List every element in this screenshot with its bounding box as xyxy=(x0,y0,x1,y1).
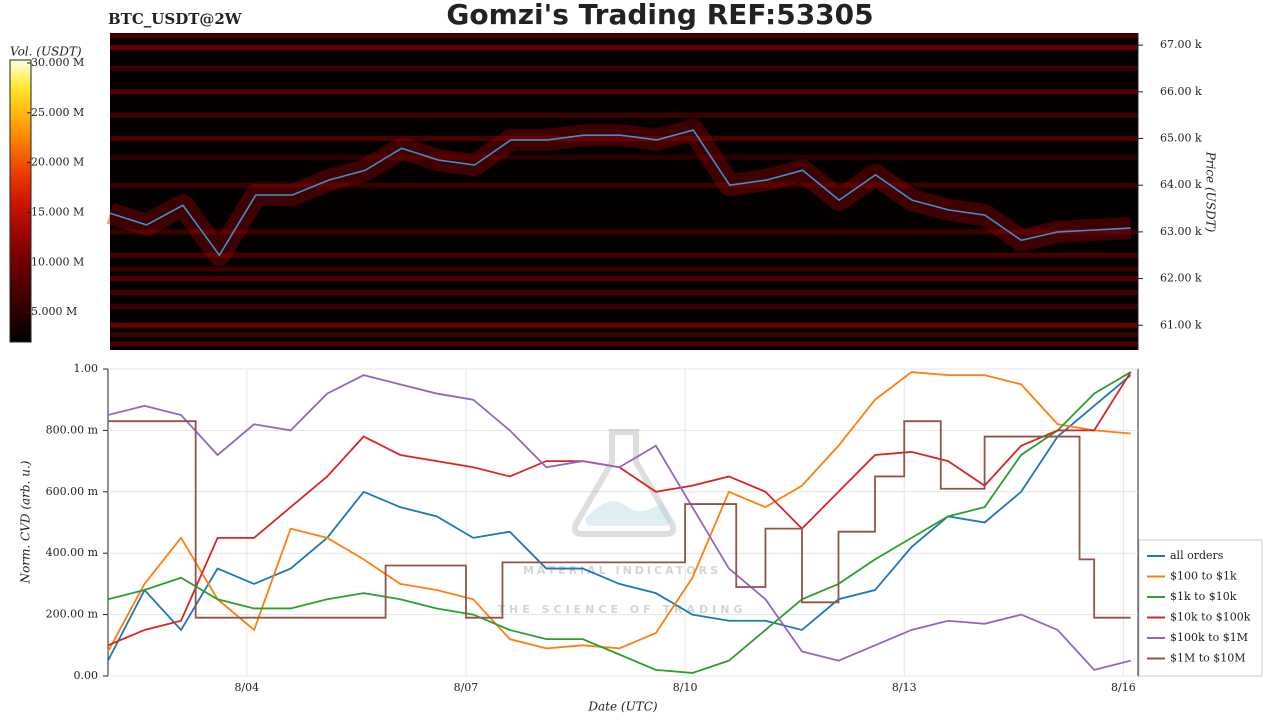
colorbar-tick-label: 20.000 M xyxy=(31,156,84,169)
colorbar-tick-label: 25.000 M xyxy=(31,106,84,119)
series-line xyxy=(108,420,1131,619)
liquidity-band xyxy=(110,136,1138,142)
liquidity-band xyxy=(110,290,1138,296)
liquidity-band xyxy=(110,65,1138,71)
legend-label: $10k to $100k xyxy=(1170,611,1251,624)
legend-box xyxy=(1138,539,1263,677)
watermark-flask-fill xyxy=(585,501,671,526)
series-line xyxy=(107,371,1131,652)
x-tick-label: 8/16 xyxy=(1111,681,1136,694)
y-tick-label: 0.00 xyxy=(74,669,99,682)
chart-title: Gomzi's Trading REF:53305 xyxy=(446,0,873,31)
watermark-text: MATERIAL INDICATORS xyxy=(523,564,721,577)
liquidity-band xyxy=(110,44,1138,50)
liquidity-band xyxy=(110,276,1138,282)
liquidity-band xyxy=(110,341,1138,347)
x-tick-label: 8/10 xyxy=(673,681,698,694)
series-line xyxy=(107,374,1131,671)
y-tick-label: 1.00 xyxy=(74,362,99,375)
y-axis-label: Price (USDT) xyxy=(1204,151,1218,233)
y-tick-label: 600.00 m xyxy=(46,485,99,498)
watermark-flask xyxy=(571,429,677,537)
liquidity-band xyxy=(110,266,1138,272)
liquidity-band xyxy=(110,89,1138,95)
liquidity-band xyxy=(110,33,1138,39)
series-line xyxy=(107,371,1132,674)
watermark-subtext: THE SCIENCE OF TRADING xyxy=(498,603,747,616)
legend-label: $1k to $10k xyxy=(1170,590,1237,603)
legend-label: all orders xyxy=(1170,549,1224,562)
colorbar-tick-label: 10.000 M xyxy=(31,255,84,268)
liquidity-band xyxy=(110,252,1138,258)
liquidity-band xyxy=(110,182,1138,188)
colorbar-tick-label: 30.000 M xyxy=(31,56,84,69)
y-tick-label: 63.00 k xyxy=(1160,225,1202,238)
y-tick-label: 400.00 m xyxy=(46,546,99,559)
x-axis-label: Date (UTC) xyxy=(587,700,657,714)
liquidity-band xyxy=(110,112,1138,118)
chart-subtitle: BTC_USDT@2W xyxy=(108,10,243,28)
price-line xyxy=(109,129,1131,257)
legend: all orders $100 to $1k $1k to $10k $10k to … xyxy=(1138,539,1263,677)
y-tick-label: 66.00 k xyxy=(1160,85,1202,98)
x-tick-label: 8/04 xyxy=(234,681,259,694)
plot-background xyxy=(110,33,1138,350)
legend-label: $100k to $1M xyxy=(1170,631,1248,644)
y-tick-label: 65.00 k xyxy=(1160,132,1202,145)
colorbar-label: Vol. (USDT) xyxy=(10,45,82,59)
liquidity-band xyxy=(110,322,1138,328)
liquidity-band xyxy=(110,154,1138,160)
plot-background xyxy=(107,368,1139,677)
y-tick-label: 200.00 m xyxy=(46,608,99,621)
series-line xyxy=(107,374,1132,662)
legend-label: $1M to $10M xyxy=(1170,652,1246,665)
colorbar-tick-label: 15.000 M xyxy=(31,205,84,218)
liquidity-band xyxy=(110,229,1138,235)
colorbar xyxy=(9,59,32,343)
y-tick-label: 61.00 k xyxy=(1160,318,1202,331)
y-tick-label: 64.00 k xyxy=(1160,178,1202,191)
y-tick-label: 62.00 k xyxy=(1160,272,1202,285)
legend-label: $100 to $1k xyxy=(1170,570,1237,583)
y-tick-label: 800.00 m xyxy=(46,423,99,436)
liquidity-band xyxy=(110,332,1138,338)
y-axis-label: Norm. CVD (arb. u.) xyxy=(19,460,33,584)
watermark: MATERIAL INDICATORS THE SCIENCE OF TRADIN… xyxy=(498,429,747,616)
y-tick-label: 67.00 k xyxy=(1160,38,1202,51)
x-tick-label: 8/13 xyxy=(892,681,917,694)
colorbar-tick-label: 5.000 M xyxy=(31,305,77,318)
x-tick-label: 8/07 xyxy=(454,681,479,694)
liquidity-band xyxy=(110,304,1138,310)
